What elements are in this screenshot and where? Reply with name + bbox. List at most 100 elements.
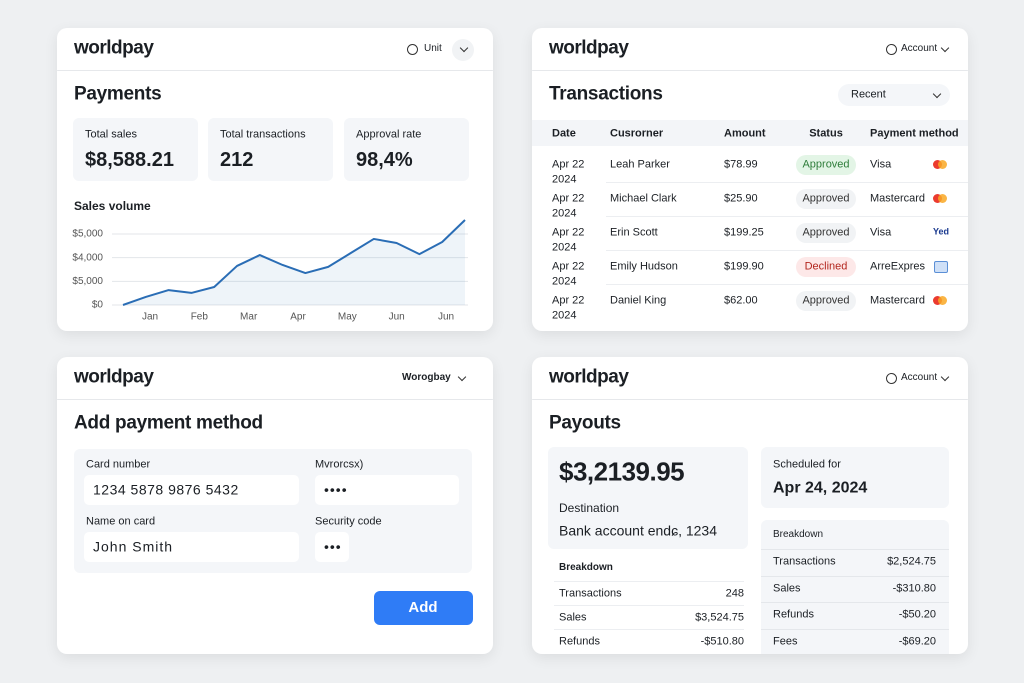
page-title: Payouts [549,412,621,434]
column-header: Payment method [870,127,959,140]
account-menu: Account [901,372,938,383]
payment-method: Visa [870,158,892,171]
payment-method: Mastercard [870,294,926,307]
date: Apr 22 [552,226,585,239]
status-pill [796,291,856,311]
input-field[interactable] [84,532,299,562]
breakdown-value: $3,524.75 [695,611,744,624]
filter-dropdown[interactable] [838,84,950,106]
stat-value: $8,588.21 [85,149,174,171]
status-pill [796,223,856,243]
breakdown-value: -$310.80 [892,581,936,594]
status: Approved [802,226,850,239]
mastercard-icon [933,296,942,305]
field-value: ••• [324,538,342,555]
amount-box [548,447,748,549]
user-icon [886,373,897,384]
chevron [940,372,950,382]
payment-method: ArreExpres [870,260,926,273]
amount: $199.90 [724,260,764,273]
breakdown-value: -$510.80 [700,635,744,648]
y-tick-label: $4,000 [72,252,103,263]
breakdown-value: $2,524.75 [887,555,936,568]
year: 2024 [552,275,577,288]
date: Apr 22 [552,158,585,171]
mastercard-icon [938,296,947,305]
card: worldpay Add payment method Worogbay Card n… [57,357,493,654]
row-divider [761,602,949,603]
mastercard-icon [933,160,942,169]
breakdown-label: Refunds [773,608,814,621]
field-value: John Smith [93,538,174,555]
field-label: Name on card [86,515,156,528]
input-field[interactable] [315,475,459,505]
table-header [532,120,968,146]
stat-box [344,118,469,181]
amount: $78.99 [724,158,758,171]
mastercard-icon [933,194,942,203]
x-tick-label: May [338,312,357,323]
user-icon [407,44,418,55]
status: Approved [802,158,850,171]
breakdown-label: Sales [559,611,587,624]
x-tick-label: Apr [290,312,306,323]
stat-value: 98,4% [356,149,413,171]
row-divider [554,629,744,630]
customer: Leah Parker [610,158,670,171]
year: 2024 [552,173,577,186]
stat-box [208,118,333,181]
stat-box [73,118,198,181]
breakdown-label: Transactions [559,587,622,600]
area-fill [123,220,465,305]
user-icon [886,44,897,55]
status-pill [796,189,856,209]
customer: Michael Clark [610,192,677,205]
row-divider [606,284,968,285]
stat-label: Total sales [85,128,137,141]
breakdown-label: Refunds [559,635,600,648]
mastercard-icon [938,160,947,169]
row-divider [761,628,949,630]
x-tick-label: Mar [240,312,258,323]
column-header: Cusrorner [610,127,664,140]
card-icon [934,261,948,273]
year: 2024 [552,241,577,254]
date: Apr 22 [552,294,585,307]
destination-label: Destination [559,500,620,515]
amount: $199.25 [724,226,764,239]
amount: $62.00 [724,294,758,307]
field-label: Security code [315,515,382,528]
schedule-box [761,447,949,508]
sales-line [122,219,466,306]
date: Apr 22 [552,192,585,205]
page-title: Payments [74,83,162,105]
stat-label: Approval rate [356,128,422,141]
menu-button[interactable] [452,39,474,61]
breakdown-title: Breakdown [559,562,613,573]
field-label: Card number [86,458,151,471]
status-pill [796,155,856,175]
card: worldpay Transactions Account Recent Date Cus… [532,28,968,331]
add-button[interactable] [374,591,473,625]
breakdown-value: -$50.20 [898,608,936,621]
year: 2024 [552,207,577,220]
field-label: Mvrorcsx) [315,458,364,471]
input-field[interactable] [315,532,349,562]
column-header: Status [809,127,843,140]
account-menu: Worogbay [402,372,451,383]
brand-logo: worldpay [549,366,629,388]
row-divider [761,549,949,550]
x-tick-label: Jun [438,312,454,323]
header-divider [532,399,968,400]
status: Approved [802,294,850,307]
card-icon-text: Yed [932,226,950,237]
breakdown-label: Transactions [773,555,836,568]
breakdown-value: 248 [725,587,744,600]
account-menu: Account [901,43,938,54]
add-button-label: Add [408,599,438,616]
input-field[interactable] [84,475,299,505]
card: worldpay Payouts Account $3,2139.95 Destinat… [532,357,968,654]
status: Declined [804,260,848,273]
header-divider [532,70,968,71]
